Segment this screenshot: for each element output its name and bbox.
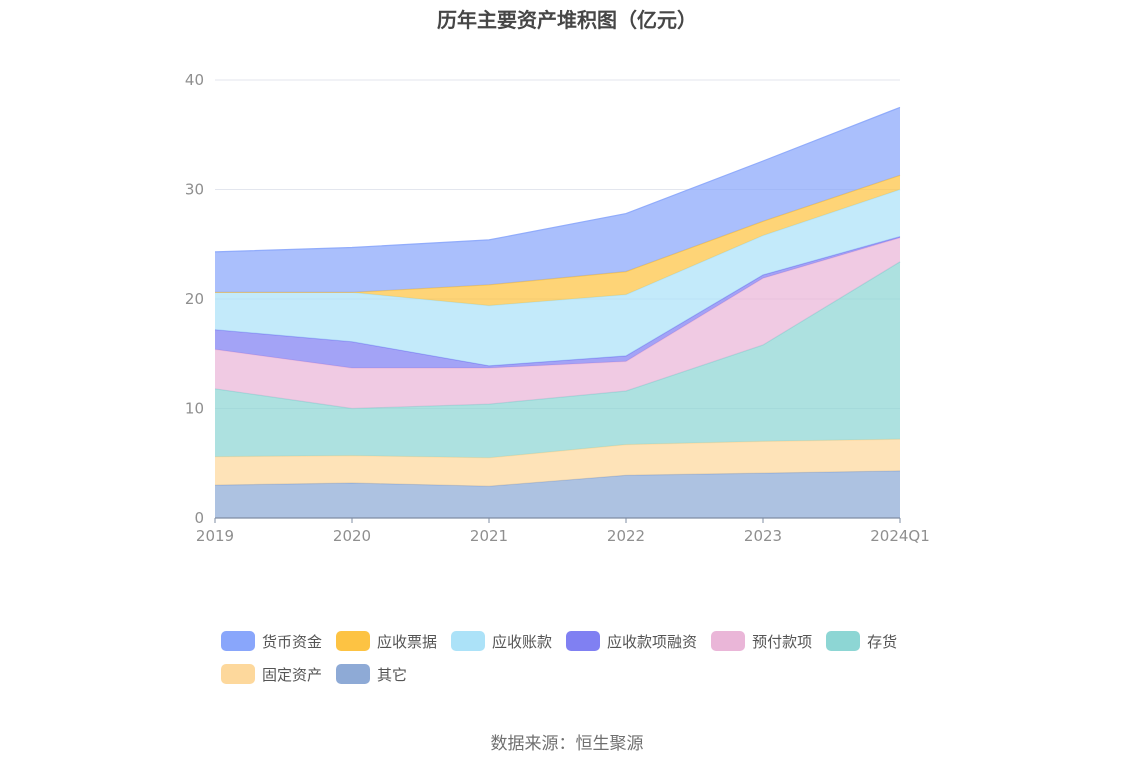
legend-item[interactable]: 应收款项融资 bbox=[566, 630, 697, 652]
legend-item[interactable]: 应收账款 bbox=[451, 630, 552, 652]
area-series-0 bbox=[215, 470, 900, 518]
legend-swatch bbox=[451, 631, 486, 651]
legend-item[interactable]: 存货 bbox=[826, 630, 897, 652]
area-series-3 bbox=[215, 237, 900, 409]
area-series-5 bbox=[215, 189, 900, 366]
chart-legend: 货币资金 应收票据 应收账款 应收款项融资 预付款项 存货固定资产 其它 bbox=[221, 630, 941, 685]
x-tick-label: 2021 bbox=[470, 527, 508, 545]
legend-label: 应收款项融资 bbox=[607, 632, 698, 651]
x-tick-label: 2019 bbox=[196, 527, 234, 545]
legend-swatch bbox=[711, 631, 746, 651]
legend-item[interactable]: 预付款项 bbox=[711, 630, 812, 652]
area-edge-series-7 bbox=[214, 106, 901, 253]
area-series-6 bbox=[215, 175, 900, 306]
legend-label: 应收账款 bbox=[492, 632, 553, 651]
y-tick-label: 0 bbox=[194, 509, 204, 527]
y-tick-label: 40 bbox=[185, 71, 204, 89]
area-series-1 bbox=[215, 439, 900, 487]
legend-label: 存货 bbox=[867, 632, 898, 651]
y-tick-label: 30 bbox=[185, 181, 204, 199]
legend-item[interactable]: 应收票据 bbox=[336, 630, 437, 652]
legend-label: 其它 bbox=[377, 665, 408, 684]
y-tick-label: 10 bbox=[185, 400, 204, 418]
x-tick-label: 2023 bbox=[744, 527, 782, 545]
legend-swatch bbox=[566, 631, 601, 651]
legend-label: 应收票据 bbox=[377, 632, 438, 651]
data-source-note: 数据来源：恒生聚源 bbox=[490, 734, 644, 754]
x-tick-label: 2022 bbox=[607, 527, 645, 545]
legend-label: 预付款项 bbox=[752, 632, 813, 651]
legend-swatch bbox=[336, 631, 371, 651]
x-tick-label: 2020 bbox=[333, 527, 371, 545]
legend-item[interactable]: 固定资产 bbox=[221, 663, 322, 685]
area-series-2 bbox=[215, 261, 900, 458]
area-series-4 bbox=[215, 236, 900, 368]
legend-label: 货币资金 bbox=[262, 632, 323, 651]
legend-label: 固定资产 bbox=[262, 665, 323, 684]
chart-title: 历年主要资产堆积图（亿元） bbox=[437, 8, 697, 32]
legend-item[interactable]: 其它 bbox=[336, 663, 407, 685]
legend-swatch bbox=[221, 631, 255, 651]
legend-swatch bbox=[221, 664, 255, 684]
legend-swatch bbox=[336, 664, 371, 684]
legend-item[interactable]: 货币资金 bbox=[221, 630, 322, 652]
y-tick-label: 20 bbox=[185, 290, 204, 308]
legend-swatch bbox=[826, 631, 861, 651]
x-tick-label: 2024Q1 bbox=[870, 527, 930, 545]
